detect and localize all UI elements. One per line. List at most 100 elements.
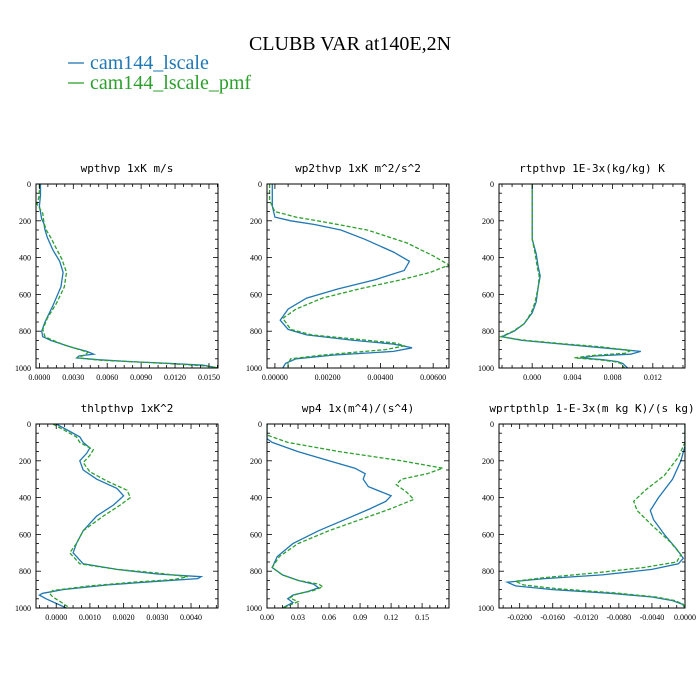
y-tick-label: 200 — [250, 217, 262, 226]
y-tick-label: 600 — [482, 530, 494, 539]
x-tick-label: 0.15 — [415, 613, 429, 622]
x-tick-label: 0.09 — [353, 613, 367, 622]
x-tick-label: 0.12 — [384, 613, 398, 622]
y-tick-label: 200 — [19, 217, 31, 226]
legend: cam144_lscale cam144_lscale_pmf — [68, 52, 251, 94]
x-tick-label: -0.0200 — [507, 613, 532, 622]
series-line-cam144-lscale-pmf — [268, 184, 449, 368]
series-line-cam144-lscale — [271, 184, 413, 368]
x-tick-label: 0.00 — [260, 613, 274, 622]
series-line-cam144-lscale-pmf — [48, 424, 188, 608]
x-tick-label: 0.0030 — [62, 373, 84, 382]
x-tick-label: 0.0010 — [79, 613, 101, 622]
x-tick-label: 0.0120 — [164, 373, 186, 382]
plot-frame — [35, 423, 219, 609]
x-tick-label: 0.00200 — [315, 373, 341, 382]
y-tick-label: 800 — [482, 327, 494, 336]
x-tick-label: -0.0040 — [640, 613, 665, 622]
y-tick-label: 400 — [19, 494, 31, 503]
x-tick-label: 0.00000 — [262, 373, 288, 382]
panel-6: wprtpthlp 1-E-3x(m kg K)/(s kg) 0 200 400 60… — [478, 402, 696, 622]
series-line-cam144-lscale-pmf — [267, 424, 446, 608]
figure-title: CLUBB VAR at140E,2N — [249, 33, 451, 55]
series-line-cam144-lscale-pmf — [36, 184, 218, 368]
y-tick-label: 1000 — [478, 364, 494, 373]
panel-title: wpthvp 1xK m/s — [81, 162, 174, 175]
y-tick-label: 600 — [482, 290, 494, 299]
x-tick-label: 0.000 — [523, 373, 541, 382]
x-tick-label: 0.0040 — [180, 613, 202, 622]
plot-frame — [35, 183, 219, 369]
y-tick-label: 0 — [258, 420, 262, 429]
panel-title: wp2thvp 1xK m^2/s^2 — [295, 162, 421, 175]
panel-title: wprtpthlp 1-E-3x(m kg K)/(s kg) — [489, 402, 694, 415]
y-tick-label: 0 — [27, 180, 31, 189]
y-tick-label: 200 — [482, 217, 494, 226]
y-tick-label: 800 — [19, 567, 31, 576]
x-tick-label: 0.00600 — [420, 373, 446, 382]
y-tick-label: 200 — [19, 457, 31, 466]
y-tick-label: 400 — [19, 254, 31, 263]
panel-3: rtpthvp 1E-3x(kg/kg) K 0 200 400 600 800 1000 0… — [478, 162, 686, 382]
y-tick-label: 1000 — [246, 364, 262, 373]
panel-2: wp2thvp 1xK m^2/s^2020040060080010000.00… — [246, 162, 450, 382]
panel-title: rtpthvp 1E-3x(kg/kg) K — [519, 162, 665, 175]
x-tick-label: 0.0060 — [96, 373, 118, 382]
x-tick-label: -0.0080 — [607, 613, 632, 622]
y-tick-label: 1000 — [15, 364, 31, 373]
x-tick-label: 0.06 — [322, 613, 336, 622]
y-tick-label: 600 — [250, 290, 262, 299]
y-tick-label: 400 — [250, 494, 262, 503]
x-tick-label: 0.0000 — [28, 373, 50, 382]
legend-label-cam144-lscale-pmf: cam144_lscale_pmf — [90, 72, 251, 94]
y-tick-label: 1000 — [246, 604, 262, 613]
x-tick-label: 0.00400 — [367, 373, 393, 382]
x-tick-label: 0.012 — [644, 373, 662, 382]
x-tick-label: 0.03 — [291, 613, 305, 622]
y-tick-label: 800 — [250, 327, 262, 336]
y-tick-label: 0 — [490, 420, 494, 429]
y-tick-label: 600 — [250, 530, 262, 539]
x-tick-label: 0.0030 — [146, 613, 168, 622]
y-tick-label: 200 — [482, 457, 494, 466]
x-tick-label: 0.0000 — [45, 613, 67, 622]
series-line-cam144-lscale-pmf — [499, 184, 634, 368]
legend-item-cam144-lscale-pmf: cam144_lscale_pmf — [68, 72, 251, 94]
y-tick-label: 600 — [19, 530, 31, 539]
y-tick-label: 400 — [482, 494, 494, 503]
x-tick-label: 0.0020 — [113, 613, 135, 622]
y-tick-label: 800 — [482, 567, 494, 576]
y-tick-label: 0 — [27, 420, 31, 429]
panel-4: thlpthvp 1xK^2 0 200 400 600 800 1000 0.0000 0.0… — [15, 402, 219, 622]
legend-item-cam144-lscale: cam144_lscale — [68, 52, 209, 74]
y-tick-label: 1000 — [15, 604, 31, 613]
panel-title: thlpthvp 1xK^2 — [81, 402, 174, 415]
x-tick-label: 0.0090 — [130, 373, 152, 382]
y-tick-label: 400 — [250, 254, 262, 263]
y-tick-label: 0 — [490, 180, 494, 189]
series-line-cam144-lscale — [504, 424, 685, 608]
x-tick-label: 0.0150 — [198, 373, 220, 382]
plot-frame — [266, 423, 450, 609]
x-tick-label: 0.0000 — [674, 613, 696, 622]
series-line-cam144-lscale — [267, 424, 393, 608]
x-tick-label: 0.008 — [604, 373, 622, 382]
series-line-cam144-lscale — [38, 424, 204, 608]
y-tick-label: 600 — [19, 290, 31, 299]
y-tick-label: 400 — [482, 254, 494, 263]
legend-label-cam144-lscale: cam144_lscale — [90, 52, 209, 74]
x-tick-label: 0.004 — [563, 373, 581, 382]
y-tick-label: 200 — [250, 457, 262, 466]
x-tick-label: -0.0120 — [573, 613, 598, 622]
x-tick-label: -0.0160 — [540, 613, 565, 622]
panel-title: wp4 1x(m^4)/(s^4) — [302, 402, 415, 415]
y-tick-label: 800 — [19, 327, 31, 336]
series-line-cam144-lscale-pmf — [513, 424, 685, 608]
y-tick-label: 1000 — [478, 604, 494, 613]
y-tick-label: 800 — [250, 567, 262, 576]
y-tick-label: 0 — [258, 180, 262, 189]
